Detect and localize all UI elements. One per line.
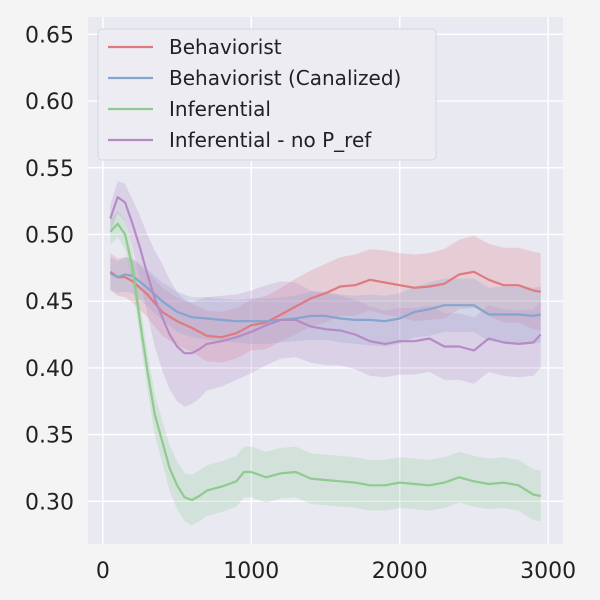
legend-label: Inferential [169,97,271,121]
y-tick-label: 0.35 [25,424,74,449]
y-tick-label: 0.60 [25,90,74,115]
x-tick-label: 2000 [372,559,428,584]
x-tick-label: 3000 [520,559,576,584]
y-tick-label: 0.65 [25,23,74,48]
series-line-2 [109,222,541,502]
legend-box [97,28,437,161]
x-tick-label: 0 [96,559,110,584]
series-line-1 [109,272,541,323]
legend-label: Behaviorist [169,35,282,59]
y-tick-label: 0.30 [25,490,74,515]
y-tick-label: 0.55 [25,157,74,182]
legend-label: Behaviorist (Canalized) [169,66,401,90]
series-band-1 [110,257,541,347]
x-tick-label: 1000 [223,559,279,584]
legend: Behaviorist Behaviorist (Canalized) Infere… [97,28,437,161]
series-line-0 [109,270,541,339]
y-tick-label: 0.50 [25,223,74,248]
series-lines [109,196,542,502]
legend-label: Inferential - no P_ref [169,128,372,152]
series-band-0 [110,235,541,363]
y-tick-label: 0.40 [25,357,74,382]
series-band-2 [110,210,541,526]
y-tick-label: 0.45 [25,290,74,315]
x-axis-ticks: 0 1000 2000 3000 [96,559,576,584]
y-axis-ticks: 0.30 0.35 0.40 0.45 0.50 0.55 0.60 0.65 [25,23,74,515]
series-line-3 [109,196,542,355]
